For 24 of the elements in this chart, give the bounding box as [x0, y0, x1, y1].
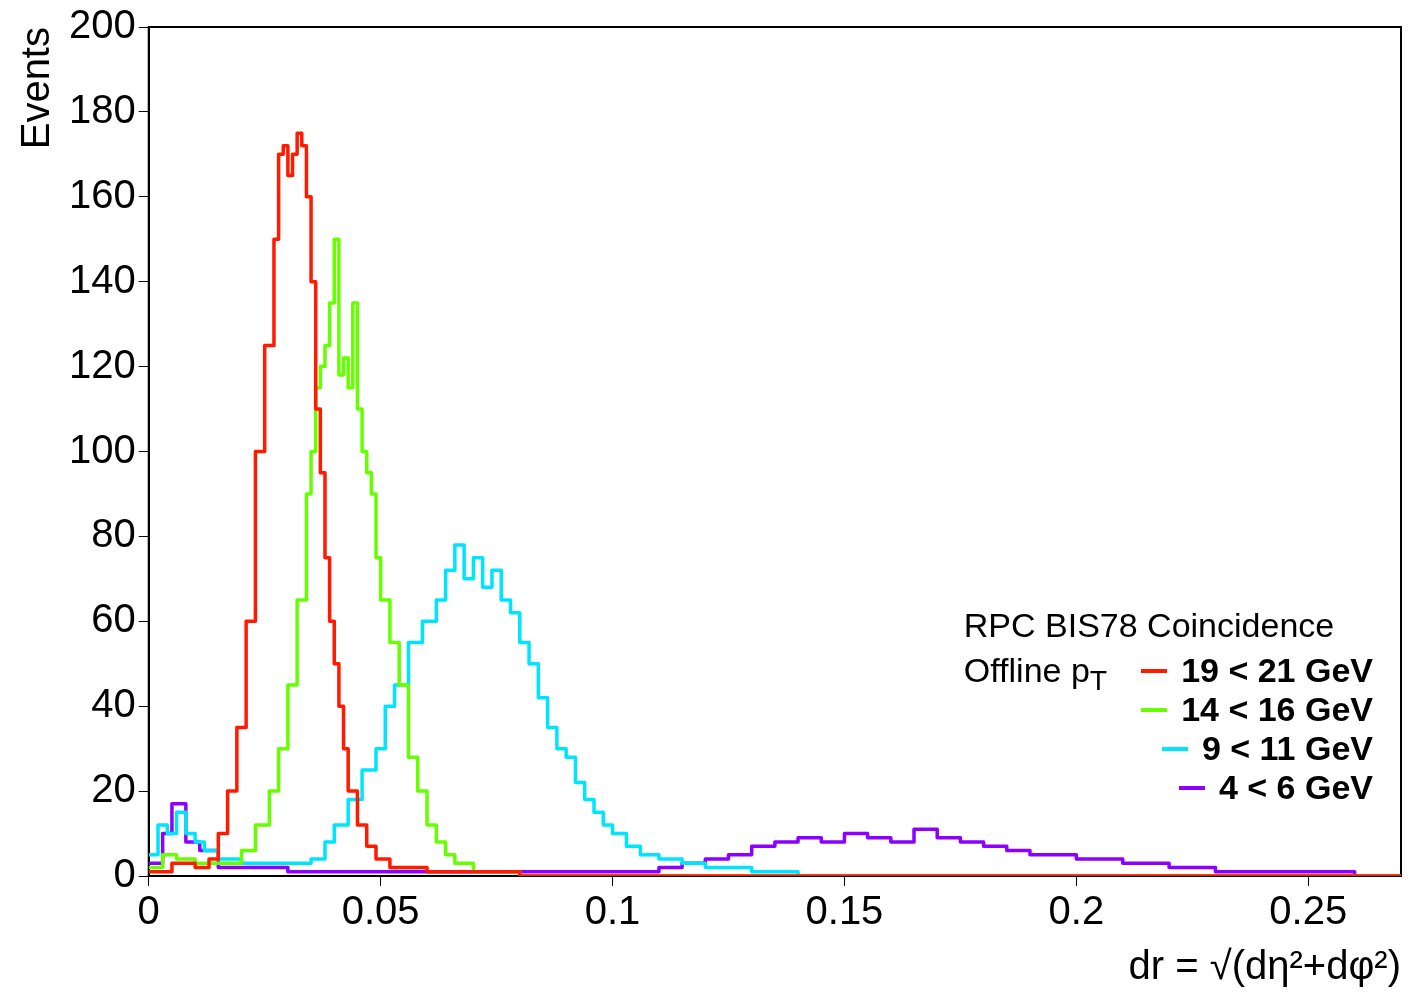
legend-label: 9 < 11 GeV — [1201, 729, 1373, 768]
y-tick-label: 200 — [68, 2, 136, 47]
annotation: Offline p$_{T}$ — [963, 651, 1108, 698]
legend-label: 19 < 21 GeV — [1181, 651, 1373, 690]
y-tick-label: 100 — [68, 426, 136, 471]
y-tick-label: 160 — [68, 171, 136, 216]
x-tick-label: 0.05 — [341, 888, 420, 933]
y-tick-label: 120 — [68, 341, 136, 386]
legend-label: 14 < 16 GeV — [1181, 690, 1373, 729]
y-tick-label: 180 — [68, 86, 136, 131]
legend-title: RPC BIS78 Coincidence — [963, 606, 1336, 645]
x-tick-label: 0.2 — [1048, 888, 1105, 933]
x-tick-label: 0.25 — [1269, 888, 1348, 933]
y-tick-label: 140 — [68, 256, 136, 301]
legend-label: 4 < 6 GeV — [1218, 768, 1373, 807]
y-tick-label: 20 — [91, 766, 136, 811]
y-tick-label: 80 — [91, 511, 136, 556]
y-tick-label: 0 — [113, 851, 136, 896]
y-tick-label: 40 — [91, 681, 136, 726]
x-axis-title: dr = √(dη²+dφ²) — [1128, 943, 1401, 988]
x-tick-label: 0.1 — [584, 888, 641, 933]
x-tick-label: 0.15 — [805, 888, 884, 933]
y-tick-label: 60 — [91, 596, 136, 641]
y-axis-title: Events — [13, 27, 58, 150]
